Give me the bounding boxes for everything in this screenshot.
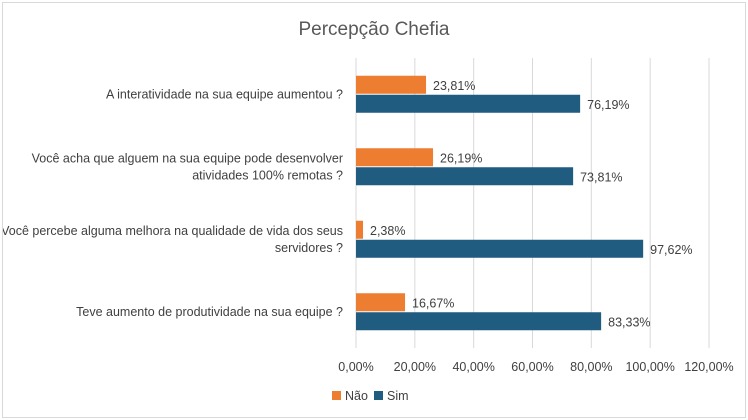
x-tick-label: 80,00% bbox=[570, 360, 612, 374]
data-label: 16,67% bbox=[412, 296, 454, 310]
chart-title: Percepção Chefia bbox=[298, 19, 449, 40]
x-tick-label: 120,00% bbox=[684, 360, 733, 374]
bar-sim bbox=[356, 167, 574, 186]
legend-label-sim: Sim bbox=[387, 389, 409, 403]
bar-nao bbox=[356, 293, 406, 312]
bar-nao bbox=[356, 220, 364, 239]
data-label: 83,33% bbox=[608, 315, 650, 329]
category-label: atividades 100% remotas ? bbox=[192, 168, 343, 182]
legend-label-nao: Não bbox=[345, 389, 368, 403]
data-label: 2,38% bbox=[370, 224, 405, 238]
x-tick-label: 40,00% bbox=[452, 360, 494, 374]
x-tick-label: 20,00% bbox=[394, 360, 436, 374]
data-label: 26,19% bbox=[440, 151, 482, 165]
category-labels: A interatividade na sua equipe aumentou … bbox=[3, 87, 343, 319]
category-label: servidores ? bbox=[275, 241, 343, 255]
bar-sim bbox=[356, 312, 602, 331]
data-label: 76,19% bbox=[587, 98, 629, 112]
legend-swatch-sim bbox=[374, 391, 383, 400]
bar-sim bbox=[356, 94, 581, 113]
chart-canvas: Percepção Chefia 23,81% 76,19% 26,19% 73,81… bbox=[3, 19, 734, 403]
x-tick-label: 0,00% bbox=[338, 360, 373, 374]
data-label: 23,81% bbox=[433, 79, 475, 93]
data-label: 73,81% bbox=[580, 170, 622, 184]
x-axis-ticks: 0,00% 20,00% 40,00% 60,00% 80,00% 100,00% 120,… bbox=[338, 360, 733, 374]
category-label: Você acha que alguem na sua equipe pode … bbox=[32, 151, 343, 165]
category-label: Teve aumento de produtividade na sua equ… bbox=[76, 305, 343, 319]
bar-nao bbox=[356, 75, 427, 94]
x-tick-label: 100,00% bbox=[625, 360, 674, 374]
bar-sim bbox=[356, 239, 644, 258]
category-label: Você percebe alguma melhora na qualidade… bbox=[3, 224, 343, 238]
bars: 23,81% 76,19% 26,19% 73,81% 2,38% 97,62% 16,67… bbox=[356, 75, 693, 331]
bar-nao bbox=[356, 148, 434, 167]
category-label: A interatividade na sua equipe aumentou … bbox=[106, 87, 343, 101]
x-tick-label: 60,00% bbox=[511, 360, 553, 374]
data-label: 97,62% bbox=[650, 243, 692, 257]
legend: Não Sim bbox=[332, 389, 409, 403]
legend-swatch-nao bbox=[332, 391, 341, 400]
